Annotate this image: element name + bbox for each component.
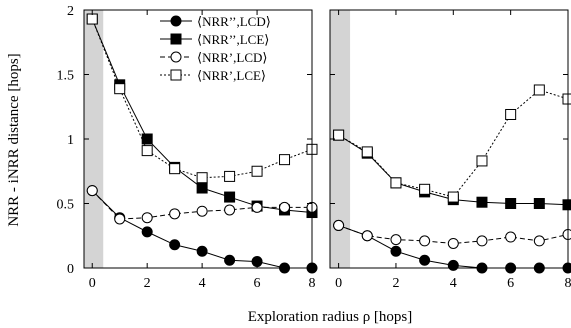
x-tick-label: 0 <box>335 276 342 291</box>
data-point <box>562 93 571 105</box>
x-tick-label: 6 <box>507 276 514 291</box>
data-point <box>169 163 181 175</box>
panel-frame <box>83 9 313 269</box>
x-tick-label: 0 <box>89 276 96 291</box>
x-axis-label: Exploration radius ρ [hops] <box>248 309 413 325</box>
x-tick-label: 8 <box>309 276 316 291</box>
data-point <box>169 239 181 251</box>
data-point <box>476 235 488 247</box>
data-point <box>141 226 153 238</box>
data-point <box>419 183 431 195</box>
x-tick-label: 6 <box>254 276 261 291</box>
data-point <box>196 182 208 194</box>
data-point <box>390 245 402 257</box>
data-point <box>141 145 153 157</box>
data-point <box>476 196 488 208</box>
legend-label: ⟨NRR’,LCD⟩ <box>197 50 267 65</box>
data-point <box>562 228 571 240</box>
data-point <box>196 205 208 217</box>
data-point <box>141 212 153 224</box>
legend-marker <box>170 51 182 63</box>
series-line <box>338 89 569 198</box>
data-point <box>361 146 373 158</box>
legend-label: ⟨NRR’,LCE⟩ <box>197 68 266 83</box>
data-point <box>114 213 126 225</box>
legend-marker <box>170 15 182 27</box>
data-point <box>533 198 545 209</box>
data-point <box>390 234 402 246</box>
y-tick-label: 2 <box>67 4 74 19</box>
data-point <box>505 108 517 120</box>
data-point <box>141 133 153 145</box>
data-point <box>114 83 126 95</box>
data-point <box>251 165 263 177</box>
y-tick-label: 1.5 <box>57 69 75 84</box>
data-point <box>505 231 517 243</box>
legend-label: ⟨NRR’’,LCD⟩ <box>197 14 271 29</box>
x-tick-label: 4 <box>199 276 206 291</box>
data-point <box>505 198 517 209</box>
data-point <box>333 129 345 141</box>
data-point <box>224 254 236 266</box>
data-point <box>224 191 236 203</box>
data-point <box>447 237 459 249</box>
data-point <box>333 219 345 231</box>
x-tick-label: 4 <box>450 276 457 291</box>
data-point <box>390 177 402 189</box>
data-point <box>86 13 98 25</box>
data-point <box>196 172 208 184</box>
data-point <box>533 235 545 247</box>
legend-marker <box>170 69 182 81</box>
data-point <box>169 208 181 220</box>
data-point <box>279 154 291 166</box>
data-point <box>476 155 488 167</box>
data-point <box>419 254 431 266</box>
data-point <box>562 199 571 211</box>
y-axis-label: NRR - iNRR distance [hops] <box>6 53 22 226</box>
x-tick-label: 8 <box>565 276 571 291</box>
data-point <box>224 170 236 182</box>
data-point <box>279 201 291 213</box>
y-tick-label: 0.5 <box>57 198 75 213</box>
data-point <box>533 84 545 96</box>
data-point <box>419 235 431 247</box>
data-point <box>251 201 263 213</box>
data-point <box>447 191 459 203</box>
data-point <box>224 204 236 216</box>
panel-frame <box>329 9 569 269</box>
legend-label: ⟨NRR’’,LCE⟩ <box>197 32 269 47</box>
y-tick-label: 1 <box>67 133 74 148</box>
data-point <box>196 245 208 257</box>
x-tick-label: 2 <box>144 276 151 291</box>
x-tick-label: 2 <box>392 276 399 291</box>
data-point <box>86 185 98 197</box>
data-point <box>361 230 373 242</box>
y-tick-label: 0 <box>67 262 74 277</box>
legend-marker <box>170 33 182 45</box>
